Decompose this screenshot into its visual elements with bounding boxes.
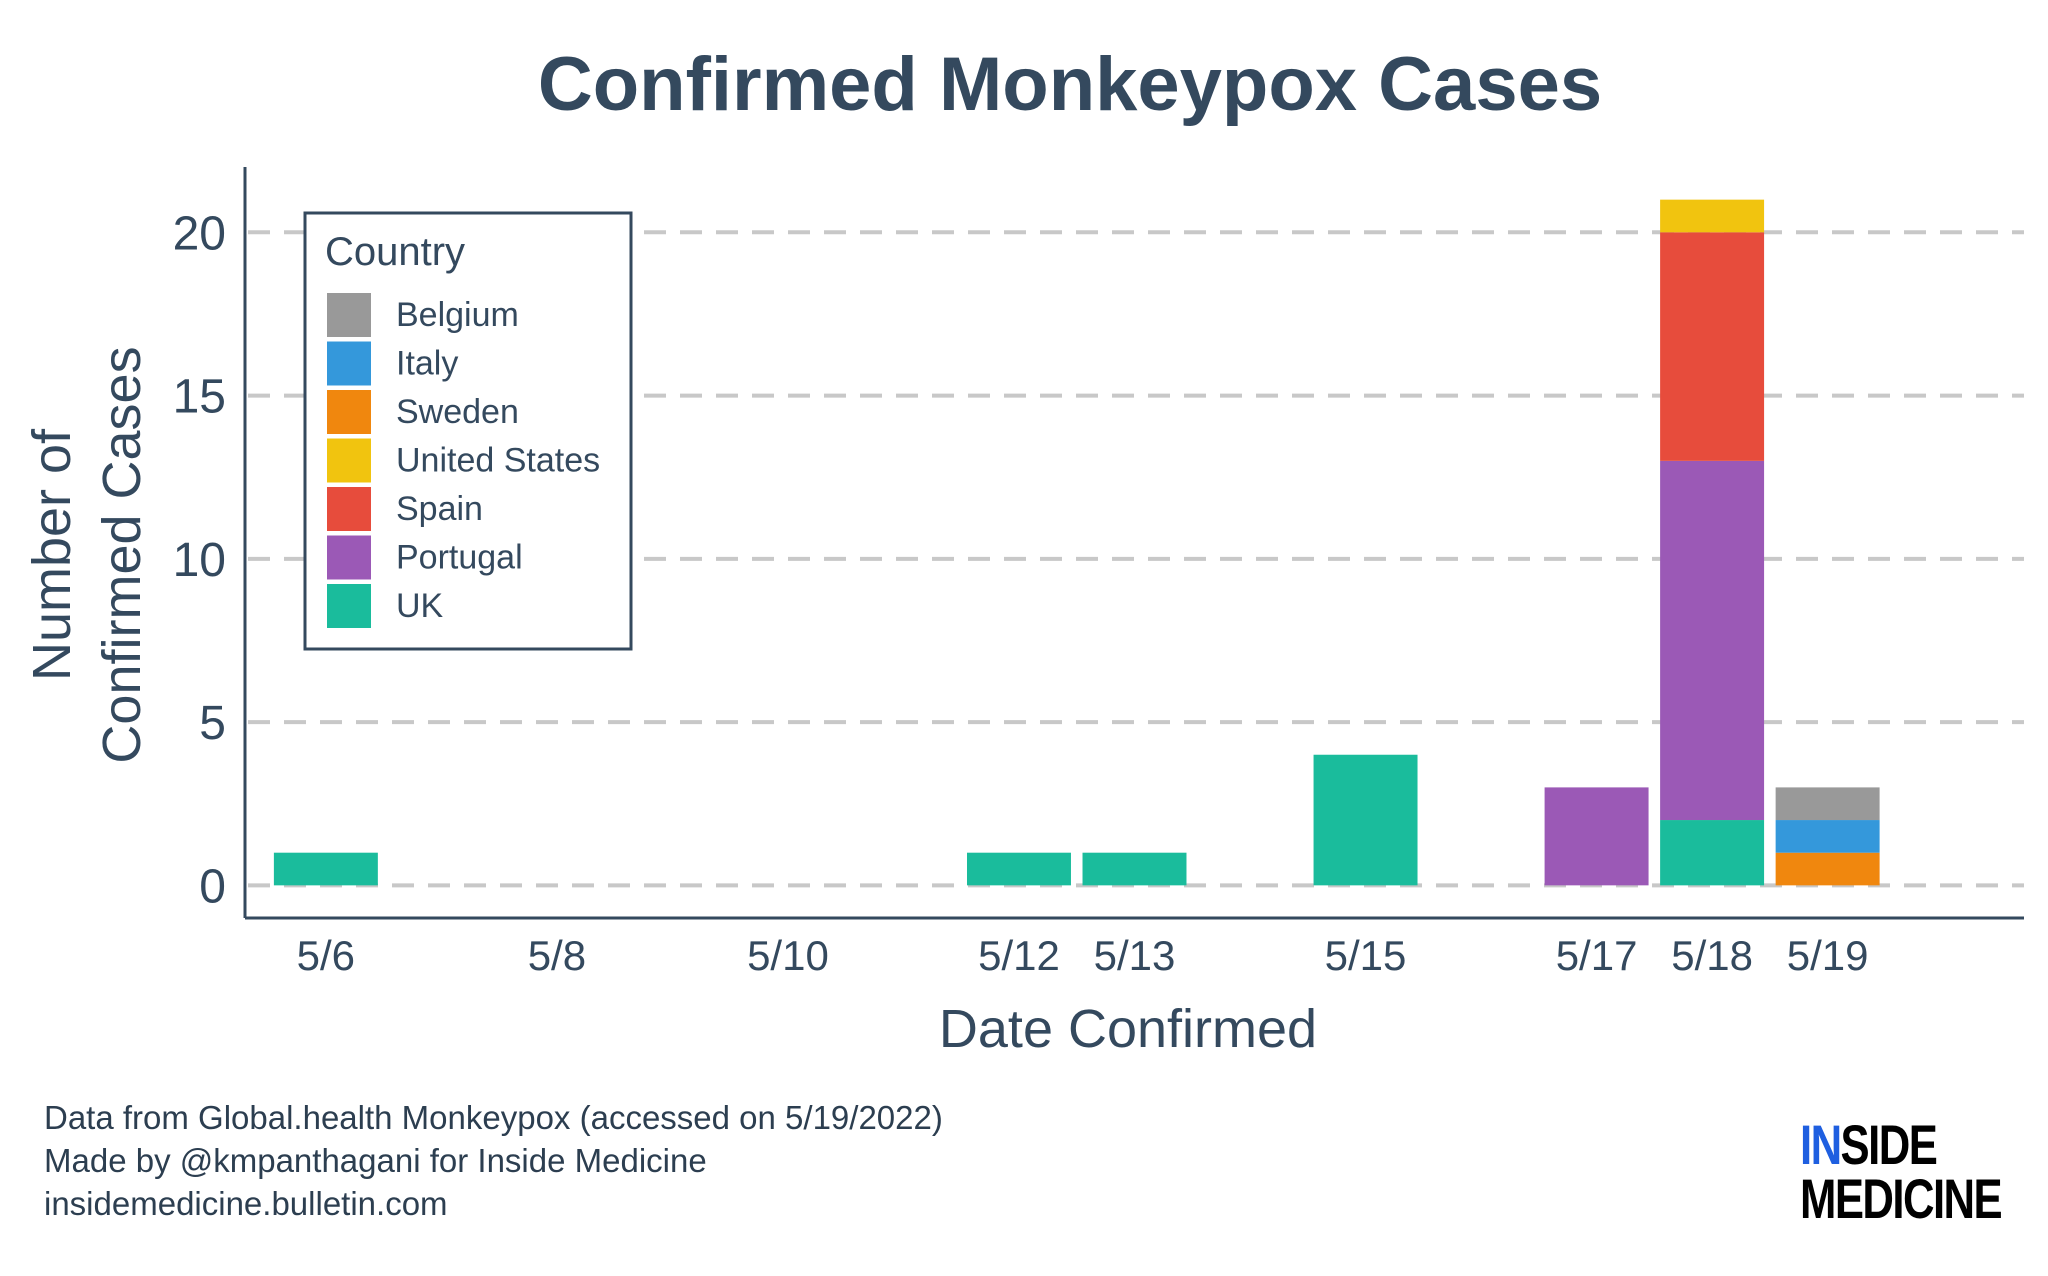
- legend-title: Country: [325, 230, 465, 274]
- legend-label: UK: [396, 587, 444, 625]
- bar-segment: [1775, 787, 1880, 821]
- bar-segment: [1775, 820, 1880, 853]
- x-tick-label: 5/18: [1671, 932, 1753, 979]
- legend-label: Belgium: [396, 296, 519, 334]
- x-tick-label: 5/15: [1325, 932, 1407, 979]
- bars: [273, 199, 1880, 886]
- y-tick-label: 20: [173, 207, 226, 260]
- legend-swatch: [327, 438, 371, 483]
- legend-label: Spain: [396, 490, 483, 528]
- bar-segment: [1660, 460, 1765, 821]
- legend-swatch: [327, 584, 371, 628]
- x-tick-label: 5/6: [297, 932, 355, 979]
- x-tick-label: 5/12: [978, 932, 1060, 979]
- bar-segment: [1660, 820, 1765, 886]
- legend-swatch: [327, 293, 371, 337]
- y-tick-label: 15: [173, 371, 226, 424]
- y-tick-label: 10: [173, 534, 226, 587]
- legend: Country Belgium Italy Sweden United States S…: [303, 211, 633, 651]
- y-axis-label-line2: Confirmed Cases: [92, 346, 152, 763]
- legend-swatch: [327, 487, 371, 531]
- legend-swatch: [327, 535, 371, 580]
- y-axis-label: Number of Confirmed Cases: [22, 346, 152, 763]
- logo-line-1: INSIDE: [1800, 1117, 1960, 1173]
- y-tick-label: 0: [199, 860, 226, 913]
- footer-website: insidemedicine.bulletin.com: [44, 1185, 448, 1222]
- y-tick-label: 5: [199, 697, 226, 750]
- x-axis-label: Date Confirmed: [939, 999, 1317, 1059]
- legend-label: United States: [396, 442, 600, 480]
- legend-label: Italy: [396, 345, 458, 383]
- bar-segment: [1660, 232, 1765, 461]
- logo-highlight: IN: [1800, 1113, 1842, 1176]
- bar-segment: [273, 852, 378, 886]
- inside-medicine-logo: INSIDE MEDICINE: [1800, 1117, 2003, 1230]
- footer-source: Data from Global.health Monkeypox (acces…: [44, 1099, 943, 1136]
- x-tick-label: 5/8: [528, 932, 586, 979]
- bar-segment: [1660, 199, 1765, 233]
- y-ticks: 0 5 10 15 20: [173, 207, 226, 913]
- legend-items: Belgium Italy Sweden United States Spain Port…: [327, 293, 600, 628]
- legend-label: Portugal: [396, 539, 523, 577]
- legend-swatch: [327, 390, 371, 434]
- bar-segment: [1082, 852, 1187, 886]
- legend-swatch: [327, 341, 371, 386]
- y-axis-label-line1: Number of: [22, 428, 82, 681]
- x-ticks: 5/6 5/8 5/10 5/12 5/13 5/15 5/17 5/18 5/19: [297, 932, 1869, 979]
- bar-segment: [1544, 787, 1649, 886]
- x-tick-label: 5/19: [1787, 932, 1869, 979]
- bar-segment: [966, 852, 1071, 886]
- bar-segment: [1775, 852, 1880, 886]
- x-tick-label: 5/10: [747, 932, 829, 979]
- logo-line-2: MEDICINE: [1800, 1167, 2003, 1230]
- chart-title: Confirmed Monkeypox Cases: [538, 42, 1602, 127]
- x-tick-label: 5/17: [1556, 932, 1638, 979]
- footer-credit: Made by @kmpanthagani for Inside Medicin…: [44, 1142, 707, 1179]
- legend-label: Sweden: [396, 393, 519, 431]
- x-tick-label: 5/13: [1094, 932, 1176, 979]
- logo-rest: SIDE: [1840, 1113, 1938, 1176]
- bar-segment: [1313, 754, 1418, 886]
